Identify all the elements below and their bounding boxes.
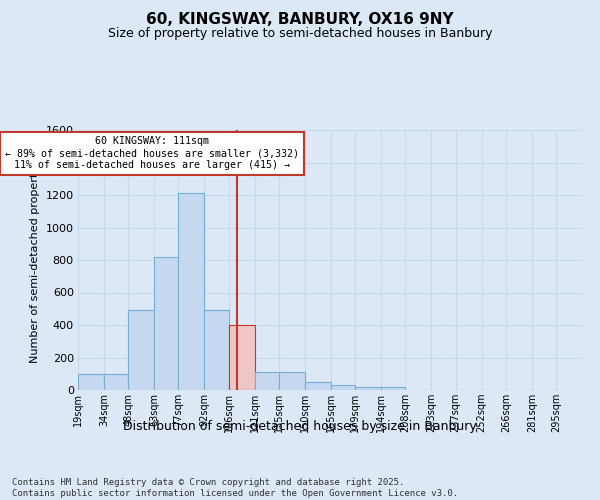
Bar: [154, 257, 178, 390]
Bar: [78, 374, 104, 390]
Bar: [279, 372, 305, 390]
Text: Size of property relative to semi-detached houses in Banbury: Size of property relative to semi-detach…: [108, 28, 492, 40]
Bar: [381, 387, 406, 390]
Bar: [229, 325, 254, 390]
Bar: [128, 310, 154, 390]
Bar: [254, 372, 279, 390]
Text: 60 KINGSWAY: 111sqm
← 89% of semi-detached houses are smaller (3,332)
11% of sem: 60 KINGSWAY: 111sqm ← 89% of semi-detach…: [5, 136, 299, 170]
Bar: [331, 385, 355, 390]
Bar: [205, 310, 229, 390]
Text: Distribution of semi-detached houses by size in Banbury: Distribution of semi-detached houses by …: [123, 420, 477, 433]
Text: Contains HM Land Registry data © Crown copyright and database right 2025.
Contai: Contains HM Land Registry data © Crown c…: [12, 478, 458, 498]
Bar: [178, 194, 205, 390]
Text: 60, KINGSWAY, BANBURY, OX16 9NY: 60, KINGSWAY, BANBURY, OX16 9NY: [146, 12, 454, 28]
Bar: [104, 374, 128, 390]
Bar: [355, 387, 381, 390]
Y-axis label: Number of semi-detached properties: Number of semi-detached properties: [30, 157, 40, 363]
Bar: [305, 382, 331, 390]
